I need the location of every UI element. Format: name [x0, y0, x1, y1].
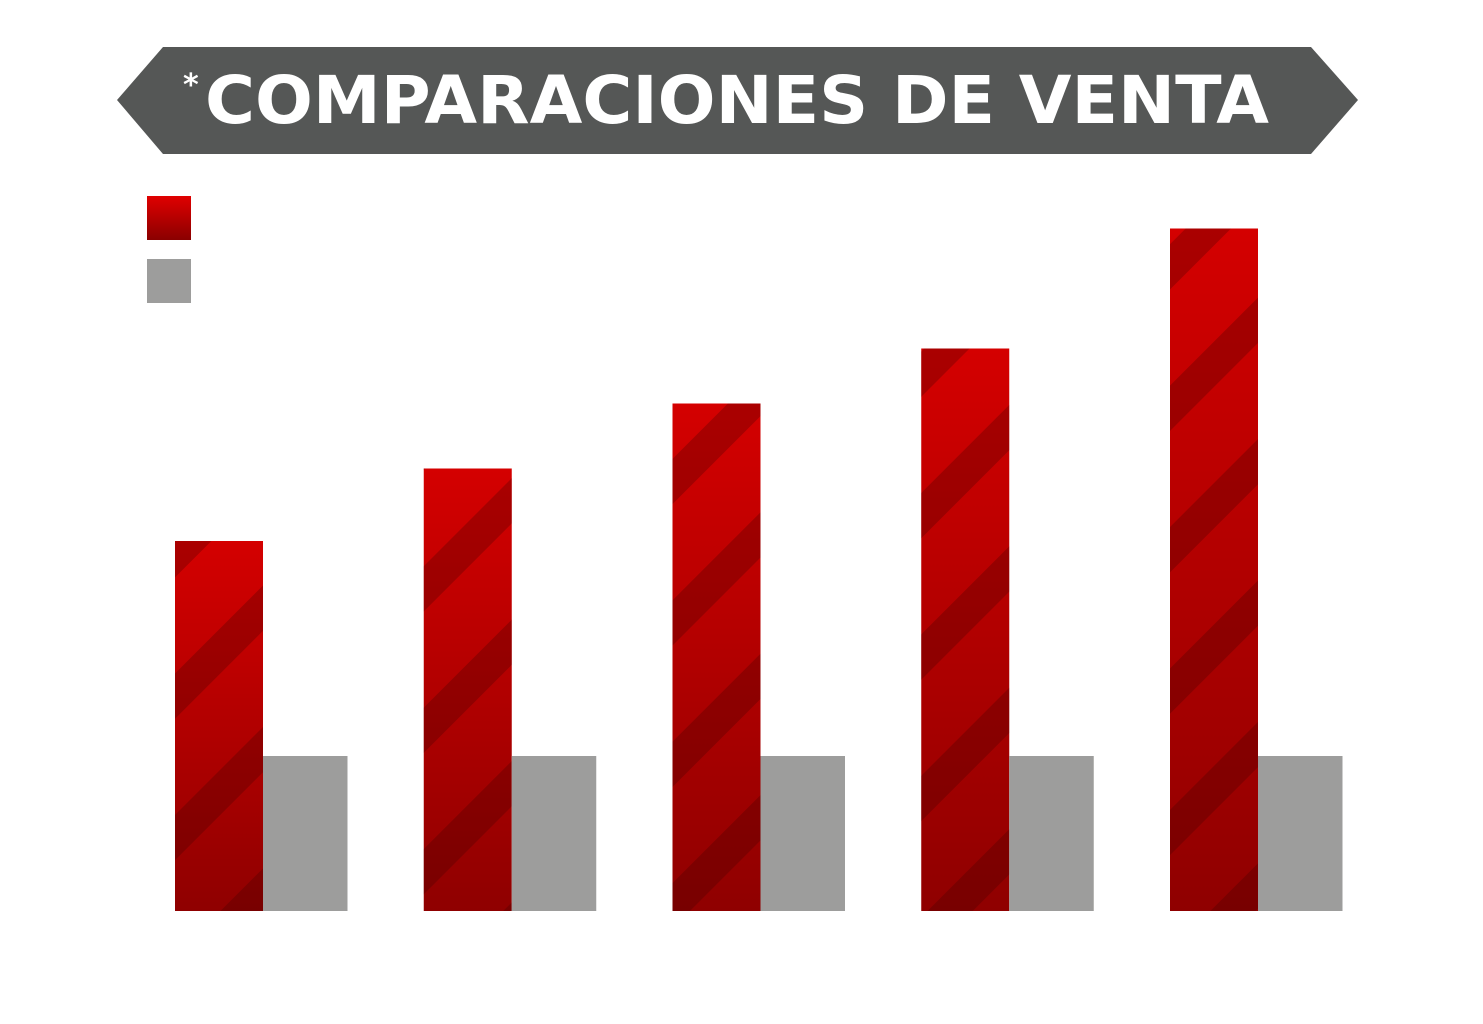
bar-series-1-texture-5: [1170, 228, 1258, 911]
legend-swatch-series-1: [147, 196, 191, 240]
bar-series-2-1: [263, 756, 348, 911]
chart-title: COMPARACIONES DE VENTA: [205, 62, 1269, 139]
bar-series-1-texture-1: [175, 541, 263, 911]
title-asterisk: *: [183, 68, 199, 103]
bar-series-2-2: [511, 756, 597, 911]
bar-series-2-4: [1009, 756, 1094, 911]
banner-shape: [117, 47, 1358, 154]
bars-group: [175, 228, 1343, 911]
bar-series-1-texture-2: [423, 468, 512, 911]
legend: [147, 196, 191, 303]
bar-series-1-texture-3: [672, 403, 761, 911]
legend-swatch-series-2: [147, 259, 191, 303]
bar-series-1-texture-4: [921, 348, 1010, 911]
title-banner: * COMPARACIONES DE VENTA: [117, 47, 1358, 154]
bar-series-2-5: [1258, 756, 1343, 911]
bar-series-2-3: [760, 756, 845, 911]
